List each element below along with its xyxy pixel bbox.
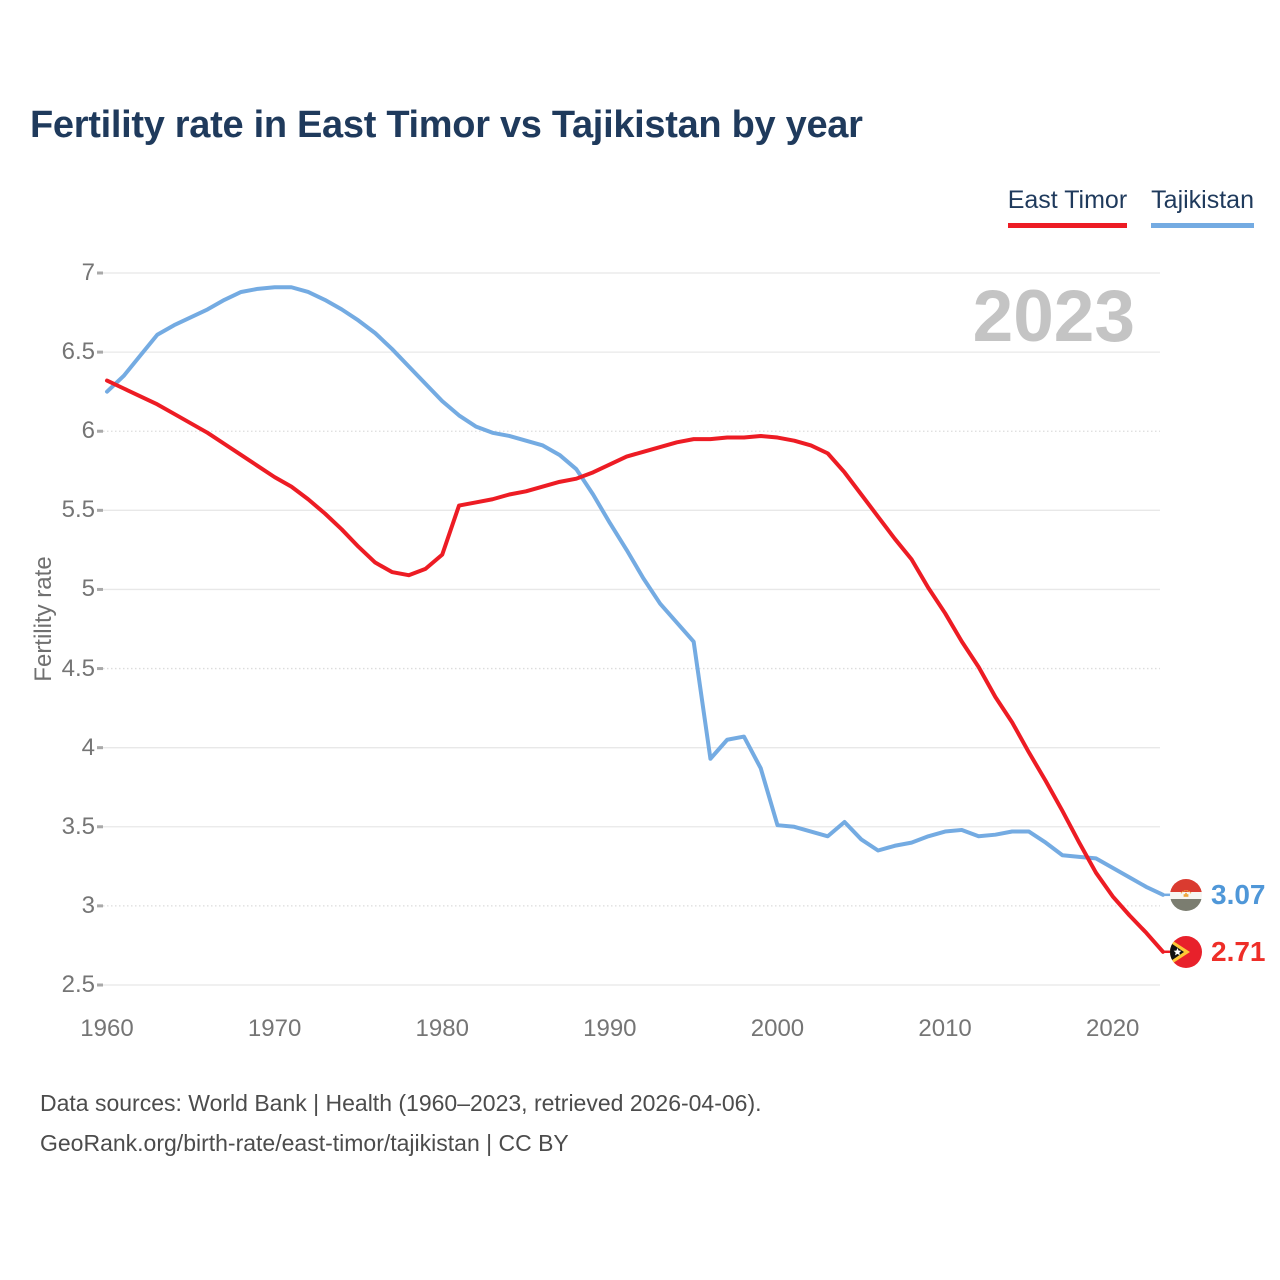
legend-item-east-timor[interactable]: East Timor bbox=[1007, 186, 1128, 228]
year-watermark: 2023 bbox=[972, 276, 1135, 357]
y-axis-title: Fertility rate bbox=[30, 556, 57, 682]
footer-url-line: GeoRank.org/birth-rate/east-timor/tajiki… bbox=[40, 1130, 569, 1156]
y-tick-label: 3 bbox=[81, 891, 95, 919]
footer-attribution: Data sources: World Bank | Health (1960–… bbox=[40, 1083, 762, 1163]
footer-sources-line: Data sources: World Bank | Health (1960–… bbox=[40, 1090, 762, 1116]
east-timor-flag-icon bbox=[1170, 936, 1202, 968]
y-axis-tick bbox=[97, 983, 103, 987]
y-tick-label: 4 bbox=[81, 733, 95, 761]
y-tick-label: 4.5 bbox=[61, 654, 95, 682]
series-line-tajikistan[interactable] bbox=[105, 285, 1165, 897]
x-tick-label: 1960 bbox=[80, 1015, 134, 1042]
x-tick-label: 1970 bbox=[247, 1015, 302, 1042]
legend-label: East Timor bbox=[1007, 186, 1128, 214]
y-tick-label: 3.5 bbox=[61, 812, 95, 840]
y-axis-tick bbox=[97, 587, 103, 591]
end-value-east-timor: 2.71 bbox=[1211, 936, 1266, 967]
x-tick-label: 1990 bbox=[583, 1015, 637, 1042]
y-axis-tick bbox=[97, 667, 103, 671]
y-axis-tick bbox=[97, 746, 103, 750]
y-tick-label: 6 bbox=[81, 417, 95, 445]
x-tick-label: 2000 bbox=[750, 1015, 805, 1042]
page-title: Fertility rate in East Timor vs Tajikist… bbox=[30, 104, 863, 146]
y-axis-tick bbox=[97, 508, 103, 512]
tajikistan-flag-icon bbox=[1170, 879, 1202, 911]
y-axis-tick bbox=[97, 825, 103, 829]
y-tick-label: 2.5 bbox=[61, 971, 95, 998]
y-tick-label: 6.5 bbox=[61, 338, 95, 366]
y-tick-label: 5.5 bbox=[61, 496, 95, 524]
y-axis-tick bbox=[97, 350, 103, 354]
y-axis-tick bbox=[97, 904, 103, 908]
legend: East Timor Tajikistan bbox=[1007, 186, 1254, 228]
x-tick-label: 2010 bbox=[918, 1015, 972, 1042]
y-tick-label: 5 bbox=[81, 575, 95, 603]
y-axis-tick bbox=[97, 271, 103, 275]
legend-item-tajikistan[interactable]: Tajikistan bbox=[1151, 186, 1254, 228]
x-tick-label: 2020 bbox=[1086, 1015, 1140, 1042]
series-line-east-timor[interactable] bbox=[105, 378, 1165, 954]
y-axis-tick bbox=[97, 429, 103, 433]
y-tick-label: 7 bbox=[81, 259, 95, 286]
legend-label: Tajikistan bbox=[1151, 186, 1254, 214]
x-tick-label: 1980 bbox=[415, 1015, 469, 1042]
end-value-tajikistan: 3.07 bbox=[1211, 879, 1266, 910]
